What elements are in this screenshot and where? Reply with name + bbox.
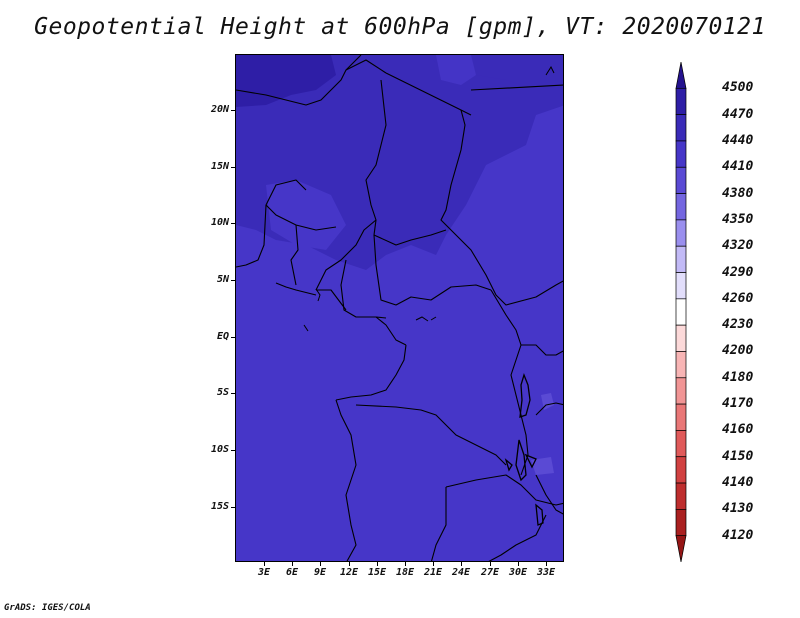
lat-label-5n: 5N [216,274,229,285]
colorbar-segment [675,298,687,326]
map-canvas [236,55,563,561]
lon-tick [264,562,265,566]
lon-label-15e: 15E [367,567,387,578]
colorbar-label: 4230 [722,317,754,333]
colorbar-label: 4160 [722,422,754,438]
colorbar-segment [675,324,687,352]
lon-label-18e: 18E [395,567,415,578]
colorbar-label: 4290 [722,264,754,280]
lon-label-24e: 24E [451,567,471,578]
colorbar-segment [675,219,687,247]
lat-label-15s: 15S [210,501,229,512]
colorbar-segment [675,456,687,484]
colorbar-label: 4380 [722,185,754,201]
lat-tick [231,507,236,508]
lon-label-30e: 30E [508,567,528,578]
coastal-marks [303,65,555,332]
lon-tick [349,562,350,566]
height-contour-low-west [266,180,346,250]
lon-tick [546,562,547,566]
lakes [504,373,544,526]
lat-label-15n: 15N [210,161,229,172]
colorbar-label: 4350 [722,211,754,227]
lon-label-27e: 27E [480,567,500,578]
colorbar-segment [675,62,687,89]
lat-label-10s: 10S [210,444,229,455]
colorbar-label: 4320 [722,238,754,254]
lat-label-10n: 10N [210,217,229,228]
colorbar-label: 4410 [722,159,754,175]
lon-tick [461,562,462,566]
lat-tick [231,223,236,224]
colorbar-segment [675,166,687,194]
colorbar-segment [675,140,687,168]
colorbar-label: 4140 [722,475,754,491]
colorbar-segment [675,351,687,379]
lat-tick [231,450,236,451]
lat-tick [231,280,236,281]
lat-label-20n: 20N [210,104,229,115]
lon-label-12e: 12E [339,567,359,578]
colorbar-segment [675,114,687,142]
colorbar-segment [675,245,687,273]
height-contour-low-small-2 [531,457,554,475]
colorbar-label: 4500 [722,80,754,96]
lon-tick [292,562,293,566]
lon-label-21e: 21E [423,567,443,578]
colorbar-label: 4200 [722,343,754,359]
colorbar-label: 4170 [722,396,754,412]
colorbar-segment [675,430,687,458]
colorbar-label: 4180 [722,369,754,385]
lon-label-3e: 3E [257,567,271,578]
colorbar-segment [675,377,687,405]
lon-label-6e: 6E [285,567,299,578]
lon-tick [433,562,434,566]
map-title: Geopotential Height at 600hPa [gpm], VT:… [34,14,766,40]
colorbar-segment [675,272,687,300]
lon-tick [377,562,378,566]
colorbar [675,62,687,562]
colorbar-label: 4470 [722,106,754,122]
colorbar-segment [675,403,687,431]
colorbar-segment [675,535,687,562]
map-panel [235,54,564,562]
colorbar-segment [675,193,687,221]
lon-tick [405,562,406,566]
lon-tick [490,562,491,566]
lat-label-5s: 5S [216,387,229,398]
country-borders [236,55,563,561]
colorbar-segment [675,87,687,115]
colorbar-segment [675,509,687,537]
colorbar-label: 4150 [722,448,754,464]
height-contour-low-small [541,393,554,410]
lat-label-eq: EQ [216,331,229,342]
lon-label-33e: 33E [536,567,556,578]
lat-tick [231,393,236,394]
lon-tick [518,562,519,566]
grads-credit: GrADS: IGES/COLA [4,603,91,613]
lat-tick [231,167,236,168]
lon-tick [320,562,321,566]
lon-label-9e: 9E [313,567,327,578]
lat-tick [231,337,236,338]
colorbar-label: 4130 [722,501,754,517]
colorbar-label: 4120 [722,527,754,543]
colorbar-segment [675,482,687,510]
colorbar-label: 4260 [722,290,754,306]
colorbar-label: 4440 [722,132,754,148]
height-contour-low-ne [436,55,476,85]
lat-tick [231,110,236,111]
